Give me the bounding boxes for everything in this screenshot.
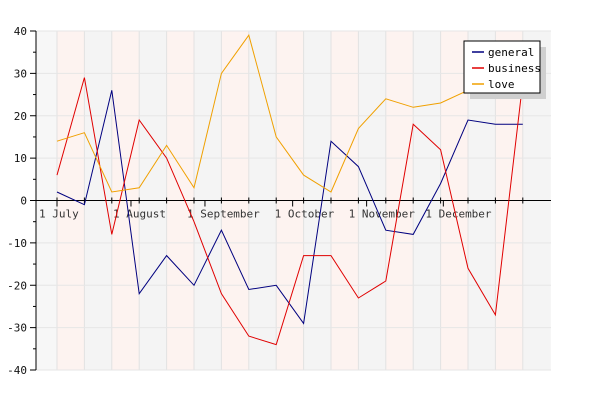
- series-line-business: [56, 77, 524, 346]
- x-tick-label: 1 October: [275, 208, 335, 221]
- x-tick-label: 1 September: [187, 208, 260, 221]
- legend-label-business: business: [488, 62, 541, 75]
- x-tick-label: 1 November: [349, 208, 416, 221]
- y-tick-label: -40: [7, 364, 27, 377]
- legend-label-love: love: [488, 78, 515, 91]
- y-tick-label: 20: [14, 110, 27, 123]
- y-tick-label: -30: [7, 322, 27, 335]
- y-tick-label: -10: [7, 237, 27, 250]
- legend-label-general: general: [488, 46, 534, 59]
- y-tick-label: 30: [14, 67, 27, 80]
- legend: general business love: [463, 40, 546, 99]
- series-line-love: [56, 34, 524, 193]
- y-axis-ticks: -40 -30 -20 -10 0 10 20 30 40: [7, 25, 36, 377]
- y-tick-label: 40: [14, 25, 27, 38]
- y-tick-label: 0: [20, 195, 27, 208]
- x-tick-label: 1 July: [39, 208, 79, 221]
- series-line-general: [56, 90, 523, 325]
- x-tick-label: 1 August: [113, 208, 166, 221]
- series-lines: [56, 34, 524, 346]
- y-tick-label: 10: [14, 152, 27, 165]
- y-tick-label: -20: [7, 279, 27, 292]
- x-tick-label: 1 December: [425, 208, 492, 221]
